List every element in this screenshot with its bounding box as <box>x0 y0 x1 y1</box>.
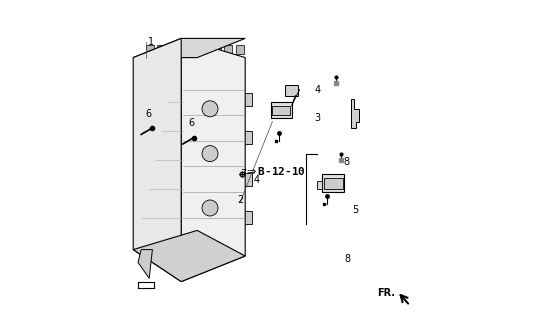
Text: 6: 6 <box>189 118 195 128</box>
Text: 6: 6 <box>145 108 151 119</box>
FancyBboxPatch shape <box>244 211 252 224</box>
Polygon shape <box>133 38 181 282</box>
FancyBboxPatch shape <box>324 178 343 189</box>
FancyBboxPatch shape <box>244 93 252 106</box>
FancyBboxPatch shape <box>168 45 176 54</box>
FancyBboxPatch shape <box>272 106 290 115</box>
Text: 5: 5 <box>352 204 359 215</box>
FancyBboxPatch shape <box>244 173 252 186</box>
Circle shape <box>202 200 218 216</box>
FancyBboxPatch shape <box>322 174 344 192</box>
FancyBboxPatch shape <box>191 45 199 54</box>
FancyBboxPatch shape <box>285 85 298 96</box>
Polygon shape <box>133 38 245 58</box>
Polygon shape <box>138 250 152 278</box>
FancyBboxPatch shape <box>236 45 244 54</box>
FancyBboxPatch shape <box>244 131 252 144</box>
FancyBboxPatch shape <box>202 45 210 54</box>
FancyBboxPatch shape <box>157 45 165 54</box>
Text: FR.: FR. <box>378 288 396 298</box>
Polygon shape <box>351 99 359 128</box>
FancyBboxPatch shape <box>317 181 322 189</box>
Text: 4: 4 <box>253 175 259 185</box>
Text: 2: 2 <box>237 195 243 205</box>
Circle shape <box>202 146 218 162</box>
Text: 3: 3 <box>314 113 320 124</box>
FancyBboxPatch shape <box>271 102 292 118</box>
FancyBboxPatch shape <box>213 45 221 54</box>
Polygon shape <box>133 230 245 282</box>
Text: $\Rightarrow$B-12-10: $\Rightarrow$B-12-10 <box>244 165 305 177</box>
Text: 8: 8 <box>343 156 350 167</box>
Polygon shape <box>181 38 245 282</box>
Text: 7: 7 <box>241 169 247 180</box>
FancyBboxPatch shape <box>180 45 187 54</box>
Circle shape <box>202 101 218 117</box>
FancyBboxPatch shape <box>236 166 241 174</box>
Text: 1: 1 <box>148 36 154 47</box>
FancyBboxPatch shape <box>224 45 232 54</box>
FancyBboxPatch shape <box>146 45 154 54</box>
Text: 4: 4 <box>314 84 320 95</box>
Text: 8: 8 <box>345 254 351 264</box>
